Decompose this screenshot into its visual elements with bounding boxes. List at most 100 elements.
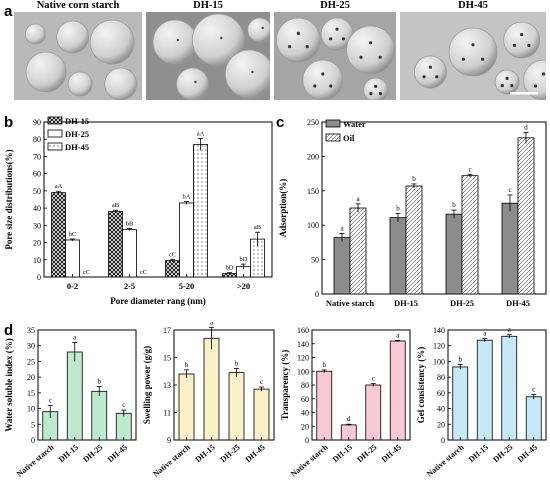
y-tick-label: 120 — [297, 354, 309, 363]
granule-pore — [471, 43, 475, 47]
y-tick-label: 20 — [27, 373, 35, 382]
significance-label: c — [468, 165, 471, 173]
granule-pore — [481, 57, 485, 61]
sem-micrograph — [400, 12, 546, 100]
significance-label: a — [210, 322, 214, 326]
starch-granule — [89, 19, 135, 65]
x-tick-label: DH-45 — [506, 298, 530, 308]
legend-swatch — [325, 133, 341, 142]
significance-label: d — [524, 123, 528, 131]
significance-label: d — [347, 415, 351, 423]
y-tick-label: 100 — [297, 367, 309, 376]
y-tick-label: 20 — [33, 239, 41, 248]
x-tick-label: Native starch — [151, 442, 192, 478]
significance-label: aA — [197, 130, 205, 137]
starch-granule — [67, 71, 93, 97]
granule-pore — [500, 84, 504, 88]
significance-label: bB — [126, 221, 134, 228]
swelling-power-chart: 9 11 13 15 17 Swelling power (g/g) b a b c Native … — [142, 322, 275, 479]
bar — [193, 143, 208, 278]
bar — [349, 207, 367, 295]
significance-label: b — [412, 175, 416, 183]
y-axis-label: Adsorption(%) — [278, 179, 288, 238]
granule-pore — [378, 92, 383, 96]
x-tick-label: DH-45 — [106, 443, 129, 464]
gel-consistency-chart: 0 20 40 60 80 100 120 140 Gel consistency (%) b a a… — [416, 326, 547, 479]
y-axis-label: Transparency (%) — [280, 350, 290, 420]
granule-pore — [261, 26, 264, 30]
x-tick-label: DH-25 — [491, 443, 514, 464]
y-tick-label: 40 — [33, 204, 41, 213]
y-tick-label: 50 — [311, 256, 319, 265]
granule-pore — [512, 43, 517, 47]
sem-image-title: DH-15 — [193, 0, 223, 11]
granule-pore — [329, 37, 333, 41]
x-tick-label: Native starch — [15, 442, 56, 478]
x-tick-label: Native starch — [425, 442, 466, 478]
starch-granule — [503, 21, 541, 59]
x-axis-label: Pore diameter rang (nm) — [110, 296, 205, 306]
starch-granule — [176, 67, 209, 100]
significance-label: bC — [69, 231, 77, 238]
x-tick-label: 2-5 — [124, 281, 135, 291]
granule-pore — [313, 84, 317, 88]
y-tick-label: 160 — [297, 326, 309, 335]
sem-image-title: Native corn starch — [36, 0, 120, 11]
starch-granule — [523, 59, 546, 100]
y-tick-label: 40 — [301, 409, 309, 418]
x-tick-label: DH-25 — [81, 443, 104, 464]
y-axis-label: Gel consistency (%) — [416, 347, 426, 424]
granule-pore — [369, 92, 373, 96]
legend-label: DH-15 — [65, 116, 89, 126]
x-tick-label: DH-15 — [331, 443, 354, 464]
y-tick-label: 150 — [307, 187, 319, 196]
granule-pore — [341, 37, 346, 41]
granule-pore — [520, 33, 524, 37]
y-tick-label: 5 — [31, 420, 35, 429]
y-tick-label: 60 — [437, 389, 445, 398]
bar — [122, 229, 137, 278]
legend-label: DH-45 — [65, 142, 89, 152]
bar — [333, 237, 351, 295]
x-tick-label: DH-15 — [194, 443, 217, 464]
significance-label: c — [122, 401, 125, 409]
bar — [389, 217, 407, 295]
y-tick-label: 100 — [307, 221, 319, 230]
granule-pore — [422, 75, 426, 79]
granule-pore — [305, 45, 309, 49]
bar — [517, 137, 535, 295]
granule-pore — [510, 84, 514, 88]
y-tick-label: 50 — [33, 187, 41, 196]
significance-label: bD — [226, 265, 234, 272]
significance-label: c — [508, 186, 511, 194]
significance-label: bD — [240, 256, 248, 263]
significance-label: b — [235, 360, 239, 368]
x-tick-label: 5-20 — [179, 281, 195, 291]
bar — [452, 366, 469, 441]
y-tick-label: 25 — [27, 357, 35, 366]
granule-pore — [321, 72, 325, 76]
starch-granule — [25, 51, 67, 93]
y-tick-label: 0 — [441, 436, 445, 445]
granule-pore — [435, 75, 439, 79]
starch-granule — [414, 55, 447, 89]
granule-pore — [251, 70, 254, 74]
bar — [461, 175, 479, 295]
y-tick-label: 70 — [33, 152, 41, 161]
significance-label: b — [396, 205, 400, 213]
starch-granule — [152, 19, 198, 65]
granule-pore — [461, 57, 465, 61]
legend-swatch — [325, 119, 341, 128]
bar — [108, 211, 123, 278]
y-tick-label: 0 — [315, 290, 319, 299]
granule-pore — [359, 55, 363, 59]
y-tick-label: 80 — [301, 381, 309, 390]
y-tick-label: 0 — [31, 436, 35, 445]
bar — [316, 370, 333, 441]
y-tick-label: 250 — [307, 118, 319, 127]
y-tick-label: 90 — [33, 118, 41, 127]
significance-label: c — [49, 396, 52, 404]
granule-pore — [335, 27, 339, 31]
y-tick-label: 120 — [433, 342, 445, 351]
y-tick-label: 13 — [163, 381, 171, 390]
